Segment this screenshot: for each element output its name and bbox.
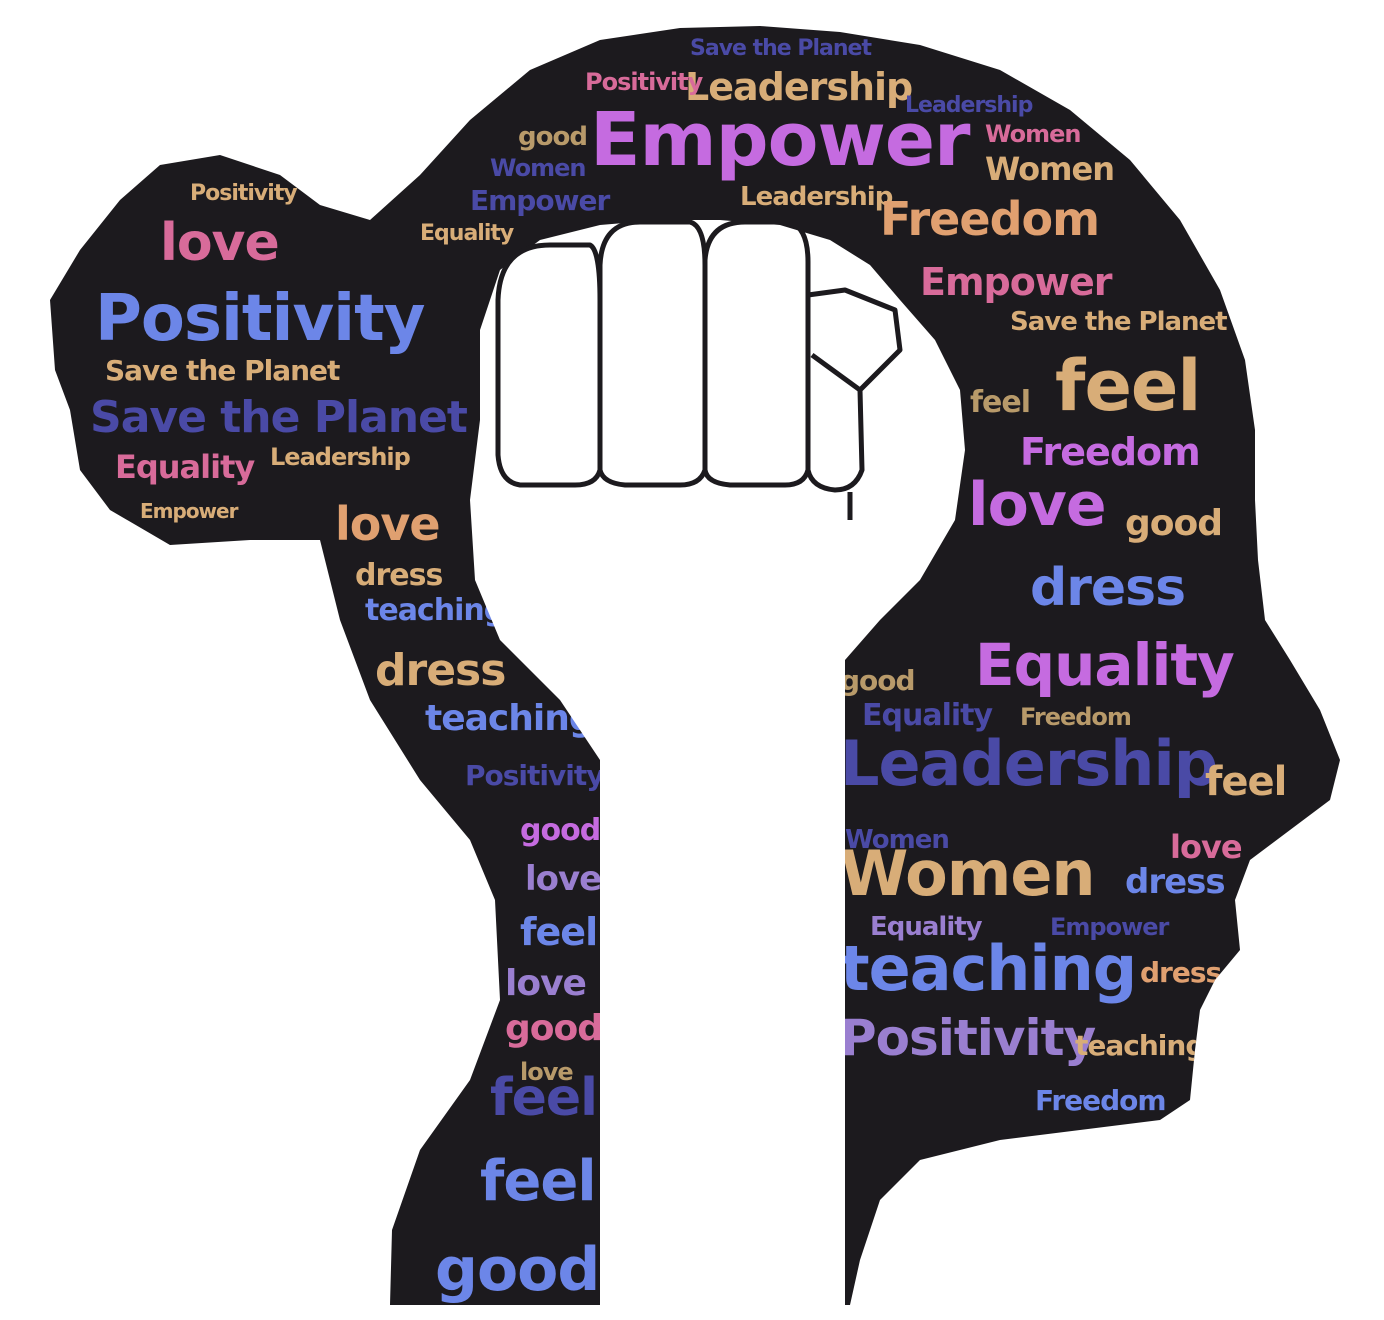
cloud-word: dress — [1140, 956, 1222, 989]
cloud-word: good — [505, 1008, 602, 1049]
cloud-word: feel — [480, 1149, 596, 1214]
cloud-word: Positivity — [95, 282, 425, 356]
cloud-word: love — [160, 213, 279, 273]
cloud-word: teaching — [1075, 1029, 1204, 1062]
cloud-word: Women — [840, 837, 1095, 910]
cloud-word: Positivity — [190, 181, 297, 206]
cloud-word: Equality — [420, 221, 514, 246]
cloud-word: good — [520, 813, 600, 848]
cloud-word: Leadership — [840, 727, 1217, 800]
cloud-word: Women — [490, 154, 585, 182]
cloud-word: teaching — [365, 593, 504, 628]
cloud-word: Empower — [470, 184, 610, 217]
cloud-word: Freedom — [1020, 430, 1200, 474]
cloud-word: Save the Planet — [90, 392, 468, 443]
cloud-word: feel — [1055, 345, 1200, 427]
cloud-word: Equality — [975, 631, 1234, 699]
cloud-word: Empower — [590, 97, 971, 183]
cloud-word: Equality — [862, 698, 993, 733]
cloud-word: love — [520, 1058, 573, 1086]
cloud-word: Women — [985, 150, 1114, 188]
cloud-word: good — [435, 1235, 599, 1305]
cloud-word: feel — [520, 910, 597, 954]
cloud-word: dress — [1030, 558, 1185, 618]
cloud-word: dress — [1125, 862, 1225, 902]
cloud-word: dress — [355, 558, 442, 593]
cloud-word: feel — [1205, 759, 1286, 805]
cloud-word: love — [505, 963, 586, 1004]
cloud-word: Equality — [870, 912, 983, 942]
cloud-word: feel — [490, 1068, 597, 1128]
cloud-word: love — [1170, 828, 1242, 866]
cloud-word: Equality — [115, 448, 255, 486]
cloud-word: Positivity — [465, 759, 604, 792]
fist-finger-outlines — [495, 219, 903, 520]
cloud-word: Leadership — [685, 65, 912, 109]
cloud-word: Freedom — [1035, 1084, 1166, 1117]
cloud-word: Empower — [920, 260, 1113, 304]
cloud-word: Women — [985, 120, 1080, 148]
cloud-word: dress — [375, 645, 505, 696]
cloud-word: Positivity — [585, 68, 704, 96]
cloud-word: good — [840, 664, 915, 697]
cloud-word: love — [968, 470, 1106, 540]
cloud-word: Leadership — [740, 182, 893, 212]
cloud-word: good — [518, 122, 587, 152]
cloud-word: Positivity — [840, 1009, 1096, 1067]
cloud-word: Freedom — [880, 192, 1099, 246]
cloud-word: Leadership — [905, 93, 1033, 118]
cloud-word: Leadership — [270, 443, 411, 471]
cloud-word: Freedom — [1020, 703, 1131, 731]
cloud-word: love — [525, 859, 601, 899]
cloud-word: feel — [970, 385, 1030, 420]
cloud-word: Save the Planet — [1010, 307, 1227, 337]
cloud-word: good — [1125, 503, 1222, 544]
cloud-word: Empower — [140, 499, 239, 523]
cloud-word: Save the Planet — [690, 36, 872, 61]
cloud-word: teaching — [840, 932, 1136, 1005]
cloud-word: Empower — [1050, 913, 1170, 941]
cloud-word: Save the Planet — [105, 354, 340, 387]
cloud-word: Women — [845, 825, 949, 855]
cloud-word: love — [335, 497, 440, 551]
